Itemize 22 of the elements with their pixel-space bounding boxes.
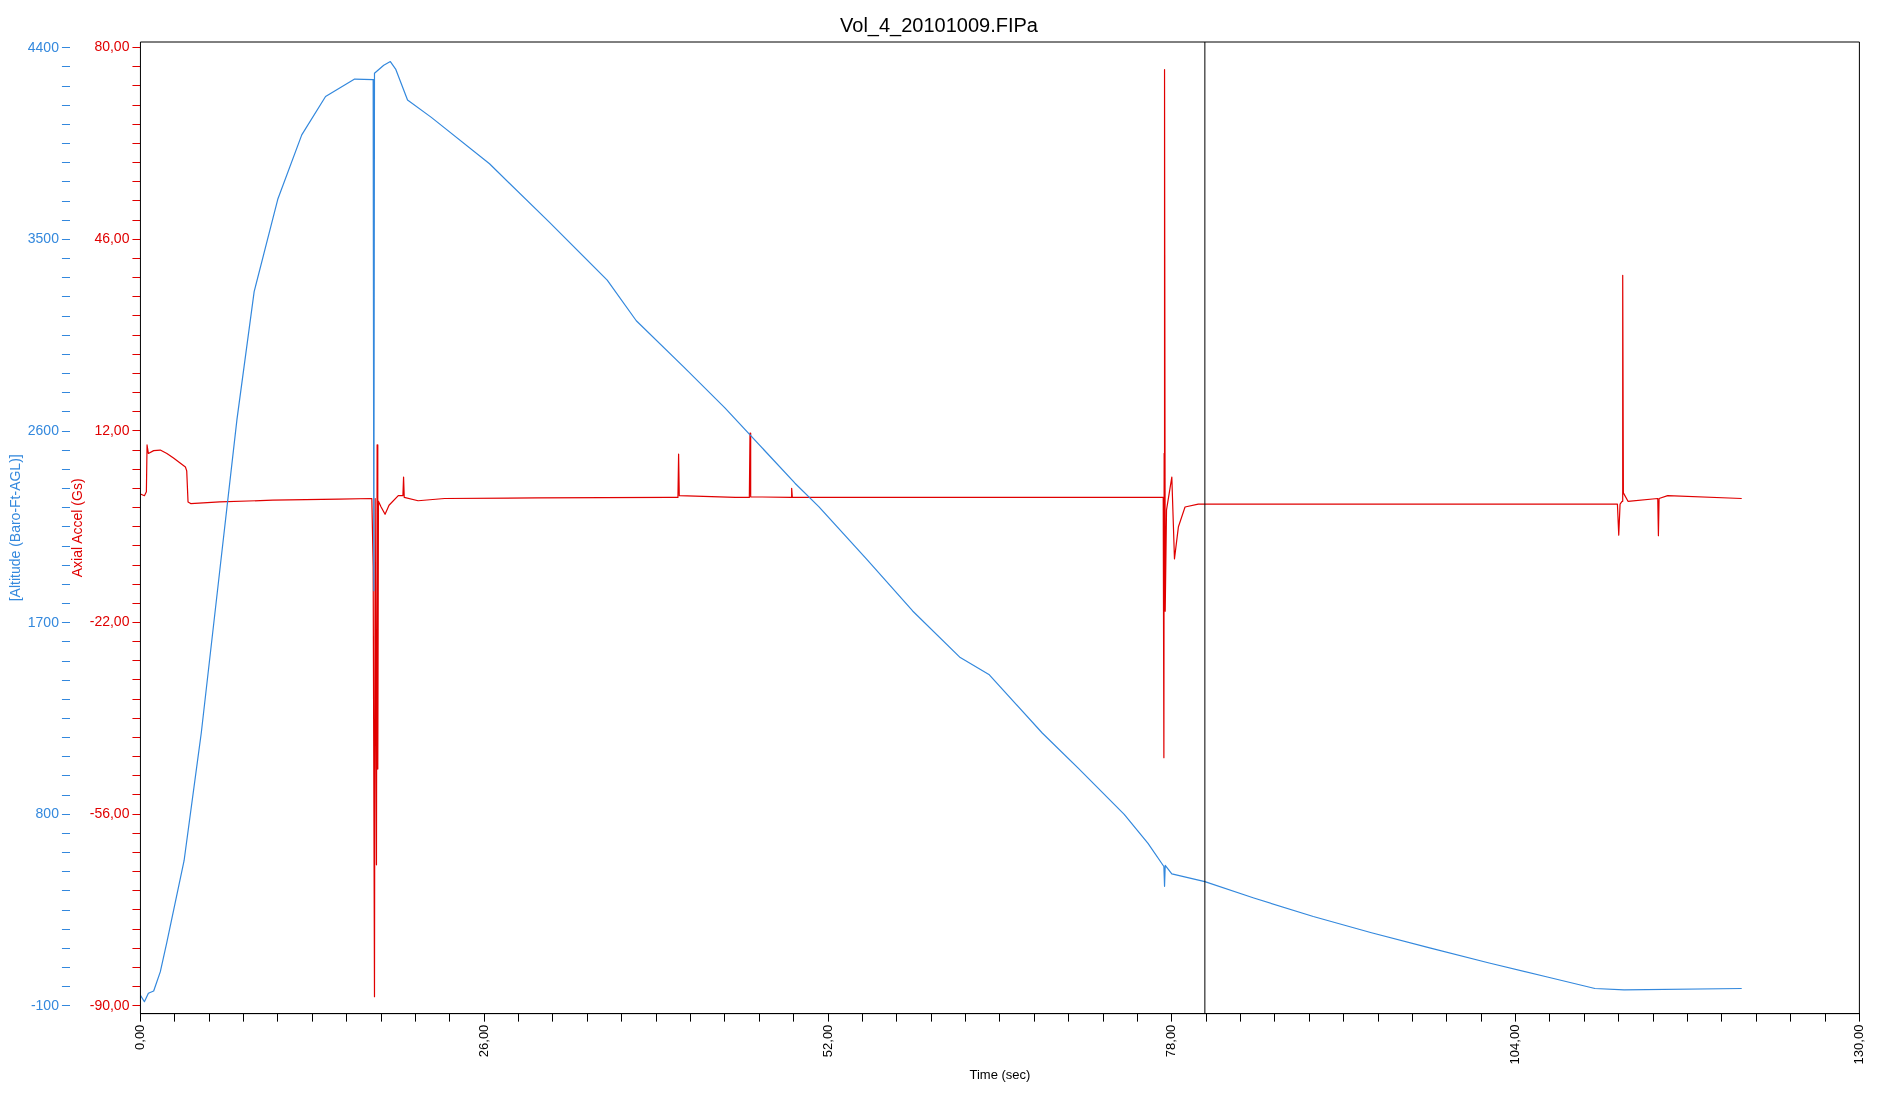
x-tick-label: 130,00 [1850, 1024, 1866, 1065]
y2-tick-label: 4400 [27, 38, 60, 55]
x-axis-title: Time (sec) [969, 1066, 1031, 1082]
y2-tick-label: 800 [35, 805, 60, 822]
y2-tick-label: -100 [30, 996, 60, 1013]
x-tick-label: 78,00 [1163, 1024, 1179, 1058]
y-axis-title: Axial Accel (Gs) [69, 478, 86, 578]
x-tick-label: 26,00 [475, 1024, 491, 1058]
y-tick-label: 80,00 [94, 38, 130, 55]
y2-tick-label: 3500 [27, 230, 60, 247]
y-tick-label: -56,00 [89, 804, 130, 821]
y-tick-label: -90,00 [89, 996, 130, 1013]
y2-tick-label: 2600 [27, 421, 60, 438]
x-tick-label: 104,00 [1507, 1024, 1523, 1065]
x-tick-label: 52,00 [819, 1024, 835, 1058]
y-tick-label: 46,00 [94, 230, 130, 247]
y-tick-label: 12,00 [94, 421, 130, 438]
chart-title: Vol_4_20101009.FIPa [840, 13, 1039, 37]
y2-axis-title: [Altitude (Baro-Ft-AGL)] [7, 454, 24, 602]
y-tick-label: -22,00 [89, 613, 130, 630]
y2-tick-label: 1700 [27, 613, 60, 630]
x-tick-label: 0,00 [132, 1024, 148, 1050]
